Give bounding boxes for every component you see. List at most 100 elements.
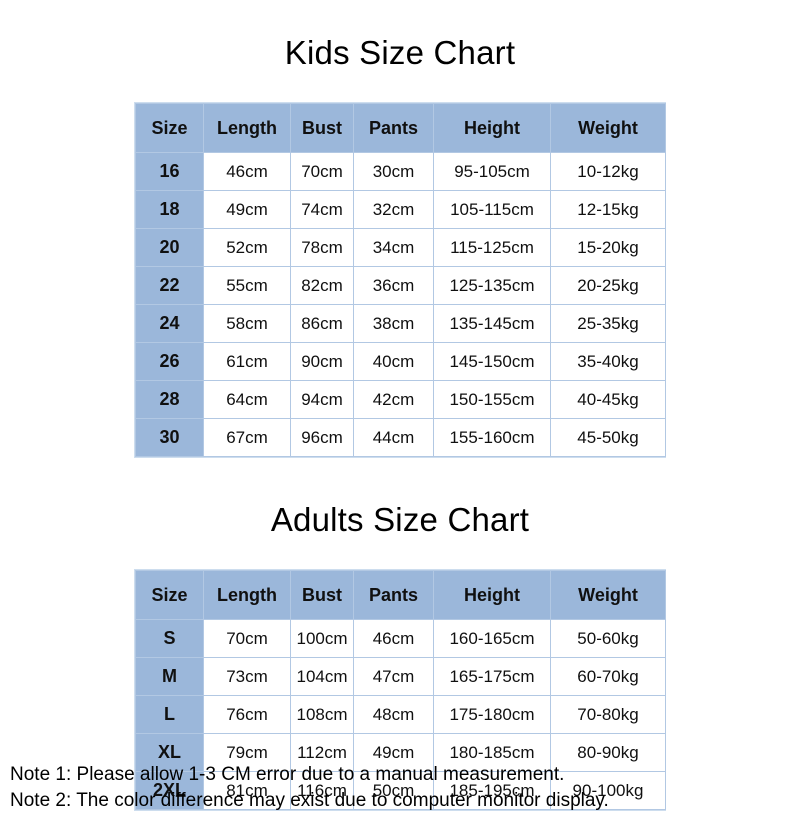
cell-weight: 50-60kg [550, 619, 666, 659]
cell-size: 28 [135, 380, 204, 420]
cell-size: 24 [135, 304, 204, 344]
cell-length: 49cm [203, 190, 291, 230]
adults-table-header: Size Length Bust Pants Height Weight [135, 570, 666, 621]
cell-size: 26 [135, 342, 204, 382]
cell-height: 95-105cm [433, 152, 551, 192]
table-header-row: Size Length Bust Pants Height Weight [135, 570, 666, 621]
kids-table-body: 16 46cm 70cm 30cm 95-105cm 10-12kg 18 49… [135, 152, 666, 458]
cell-length: 64cm [203, 380, 291, 420]
cell-height: 135-145cm [433, 304, 551, 344]
cell-pants: 44cm [353, 418, 434, 458]
cell-size: 22 [135, 266, 204, 306]
cell-weight: 15-20kg [550, 228, 666, 268]
cell-pants: 30cm [353, 152, 434, 192]
cell-height: 125-135cm [433, 266, 551, 306]
table-row: 28 64cm 94cm 42cm 150-155cm 40-45kg [135, 380, 666, 420]
cell-height: 155-160cm [433, 418, 551, 458]
column-header-length: Length [203, 570, 291, 621]
cell-size: L [135, 695, 204, 735]
notes-section: Note 1: Please allow 1-3 CM error due to… [10, 762, 794, 814]
cell-size: M [135, 657, 204, 697]
cell-height: 165-175cm [433, 657, 551, 697]
column-header-bust: Bust [290, 103, 354, 154]
cell-height: 105-115cm [433, 190, 551, 230]
column-header-height: Height [433, 570, 551, 621]
table-row: M 73cm 104cm 47cm 165-175cm 60-70kg [135, 657, 666, 697]
column-header-height: Height [433, 103, 551, 154]
adults-chart-title: Adults Size Chart [270, 501, 530, 539]
table-row: 26 61cm 90cm 40cm 145-150cm 35-40kg [135, 342, 666, 382]
cell-height: 160-165cm [433, 619, 551, 659]
column-header-pants: Pants [353, 103, 434, 154]
column-header-length: Length [203, 103, 291, 154]
cell-height: 180-185cm [433, 733, 551, 773]
cell-size: 16 [135, 152, 204, 192]
cell-bust: 70cm [290, 152, 354, 192]
cell-length: 58cm [203, 304, 291, 344]
cell-bust: 90cm [290, 342, 354, 382]
table-row: 22 55cm 82cm 36cm 125-135cm 20-25kg [135, 266, 666, 306]
kids-table-header: Size Length Bust Pants Height Weight [135, 103, 666, 154]
cell-height: 150-155cm [433, 380, 551, 420]
table-row: 16 46cm 70cm 30cm 95-105cm 10-12kg [135, 152, 666, 192]
cell-pants: 48cm [353, 695, 434, 735]
table-row: S 70cm 100cm 46cm 160-165cm 50-60kg [135, 619, 666, 659]
cell-height: 175-180cm [433, 695, 551, 735]
size-chart-page: Kids Size Chart Size Length Bust Pants H… [0, 22, 800, 822]
cell-weight: 70-80kg [550, 695, 666, 735]
cell-length: 46cm [203, 152, 291, 192]
cell-bust: 100cm [290, 619, 354, 659]
column-header-pants: Pants [353, 570, 434, 621]
cell-bust: 74cm [290, 190, 354, 230]
table-row: 20 52cm 78cm 34cm 115-125cm 15-20kg [135, 228, 666, 268]
cell-length: 52cm [203, 228, 291, 268]
cell-height: 145-150cm [433, 342, 551, 382]
cell-bust: 86cm [290, 304, 354, 344]
cell-length: 76cm [203, 695, 291, 735]
cell-bust: 94cm [290, 380, 354, 420]
kids-chart-title: Kids Size Chart [284, 34, 516, 72]
cell-length: 73cm [203, 657, 291, 697]
cell-weight: 20-25kg [550, 266, 666, 306]
cell-bust: 104cm [290, 657, 354, 697]
note-line-1: Note 1: Please allow 1-3 CM error due to… [10, 764, 565, 786]
cell-bust: 112cm [290, 733, 354, 773]
cell-weight: 45-50kg [550, 418, 666, 458]
cell-length: 61cm [203, 342, 291, 382]
cell-weight: 80-90kg [550, 733, 666, 773]
note-line-2: Note 2: The color difference may exist d… [10, 790, 609, 812]
column-header-size: Size [135, 103, 204, 154]
cell-length: 67cm [203, 418, 291, 458]
cell-weight: 40-45kg [550, 380, 666, 420]
cell-pants: 32cm [353, 190, 434, 230]
cell-weight: 10-12kg [550, 152, 666, 192]
cell-bust: 78cm [290, 228, 354, 268]
cell-weight: 35-40kg [550, 342, 666, 382]
cell-pants: 46cm [353, 619, 434, 659]
cell-bust: 108cm [290, 695, 354, 735]
table-row: XL 79cm 112cm 49cm 180-185cm 80-90kg [135, 733, 666, 773]
column-header-bust: Bust [290, 570, 354, 621]
table-row: 18 49cm 74cm 32cm 105-115cm 12-15kg [135, 190, 666, 230]
cell-length: 79cm [203, 733, 291, 773]
table-header-row: Size Length Bust Pants Height Weight [135, 103, 666, 154]
cell-bust: 82cm [290, 266, 354, 306]
table-row: 24 58cm 86cm 38cm 135-145cm 25-35kg [135, 304, 666, 344]
column-header-weight: Weight [550, 570, 666, 621]
cell-pants: 36cm [353, 266, 434, 306]
kids-size-table: Size Length Bust Pants Height Weight 16 … [135, 103, 666, 458]
cell-length: 55cm [203, 266, 291, 306]
cell-size: XL [135, 733, 204, 773]
cell-pants: 34cm [353, 228, 434, 268]
cell-weight: 12-15kg [550, 190, 666, 230]
cell-pants: 40cm [353, 342, 434, 382]
cell-pants: 47cm [353, 657, 434, 697]
cell-height: 115-125cm [433, 228, 551, 268]
table-row: L 76cm 108cm 48cm 175-180cm 70-80kg [135, 695, 666, 735]
kids-size-table-container: Size Length Bust Pants Height Weight 16 … [134, 102, 666, 459]
cell-length: 70cm [203, 619, 291, 659]
cell-size: S [135, 619, 204, 659]
cell-size: 18 [135, 190, 204, 230]
cell-pants: 42cm [353, 380, 434, 420]
cell-size: 20 [135, 228, 204, 268]
